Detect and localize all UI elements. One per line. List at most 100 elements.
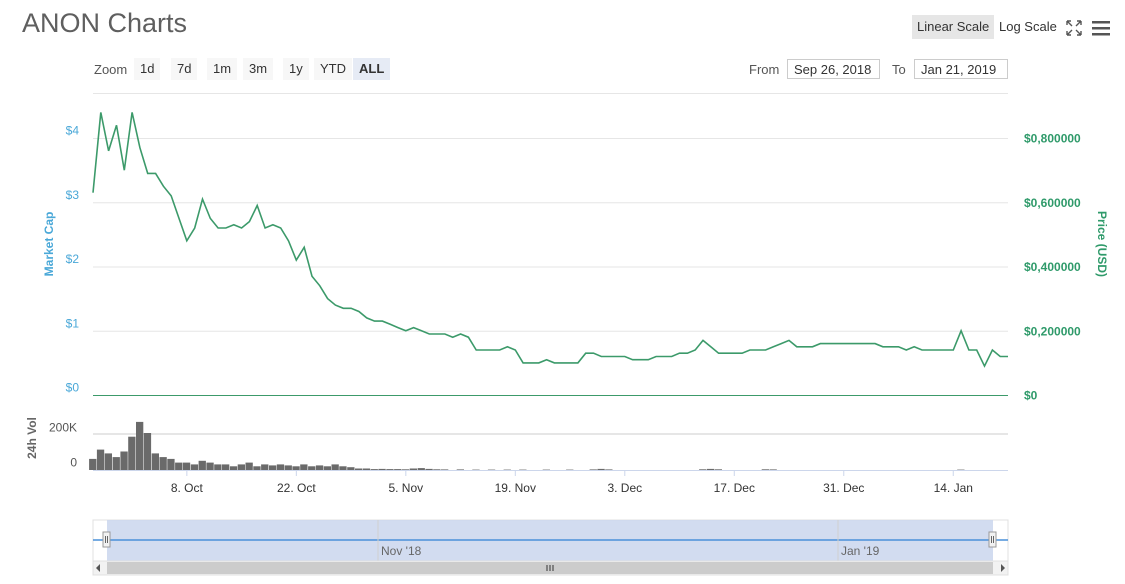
navigator-label-nov: Nov '18 — [381, 544, 422, 558]
volume-bar — [597, 468, 605, 470]
price-tick-label: $0,200000 — [1024, 324, 1081, 338]
zoom-1m-button[interactable]: 1m — [207, 58, 238, 80]
from-date-input[interactable]: Sep 26, 2018 — [787, 59, 880, 79]
volume-bar — [378, 468, 386, 470]
zoom-7d-button[interactable]: 7d — [171, 58, 198, 80]
volume-bar — [362, 468, 371, 470]
volume-bar — [300, 464, 308, 470]
volume-bar — [323, 466, 331, 470]
market-cap-tick-label: $3 — [66, 188, 80, 202]
market-cap-tick-label: $0 — [66, 381, 80, 395]
volume-bar — [237, 464, 245, 470]
x-tick-label: 8. Oct — [171, 481, 204, 495]
volume-bar — [182, 462, 191, 470]
volume-bar — [292, 466, 300, 470]
zoom-label: Zoom — [94, 62, 128, 77]
zoom-ytd-button[interactable]: YTD — [314, 58, 352, 80]
volume-tick-label: 0 — [70, 456, 77, 470]
volume-bar — [112, 457, 120, 470]
navigator-right-handle[interactable] — [988, 531, 997, 548]
scroll-right-icon[interactable] — [1001, 564, 1005, 572]
x-tick-label: 31. Dec — [823, 481, 864, 495]
volume-bar — [120, 451, 128, 470]
volume-bar — [253, 466, 261, 470]
volume-bar — [331, 464, 339, 470]
volume-bar — [128, 436, 136, 470]
volume-bar — [347, 467, 355, 470]
volume-bar — [222, 464, 230, 470]
volume-bar — [284, 465, 292, 470]
market-cap-tick-label: $4 — [66, 124, 80, 138]
volume-bar — [159, 457, 167, 470]
volume-bar — [589, 469, 597, 470]
volume-bar — [425, 468, 433, 470]
volume-bar — [143, 433, 152, 470]
volume-bar — [355, 468, 363, 470]
to-label: To — [892, 62, 906, 77]
volume-bar — [175, 462, 183, 470]
volume-bar — [198, 460, 206, 471]
price-axis-label: Price (USD) — [1095, 211, 1109, 277]
x-tick-label: 3. Dec — [607, 481, 642, 495]
volume-axis: 0 200K — [49, 421, 77, 470]
zoom-1d-button[interactable]: 1d — [134, 58, 161, 80]
volume-bar — [769, 469, 777, 470]
volume-bar — [714, 469, 722, 470]
fullscreen-icon[interactable] — [1066, 20, 1082, 36]
log-scale-button[interactable]: Log Scale — [999, 19, 1057, 34]
market-cap-tick-label: $2 — [66, 252, 80, 266]
volume-bar — [433, 469, 441, 470]
price-tick-label: $0 — [1024, 389, 1038, 403]
volume-bar — [308, 466, 316, 470]
volume-bars — [89, 421, 965, 471]
volume-bar — [370, 469, 378, 470]
to-date-input[interactable]: Jan 21, 2019 — [914, 59, 1008, 79]
zoom-1y-button[interactable]: 1y — [283, 58, 309, 80]
menu-icon[interactable] — [1092, 20, 1110, 36]
volume-bar — [441, 469, 449, 470]
volume-bar — [190, 464, 199, 470]
linear-scale-button[interactable]: Linear Scale — [912, 15, 995, 39]
volume-bar — [269, 465, 277, 470]
volume-bar — [96, 449, 105, 470]
x-tick-label: 17. Dec — [714, 481, 755, 495]
market-cap-axis-label: Market Cap — [42, 212, 56, 277]
grid-lines — [93, 93, 1008, 471]
scroll-left-icon[interactable] — [96, 564, 100, 572]
volume-bar — [605, 469, 613, 470]
volume-bar — [409, 468, 417, 470]
navigator-left-handle[interactable] — [102, 531, 111, 548]
x-tick-label: 5. Nov — [388, 481, 423, 495]
market-cap-tick-label: $1 — [66, 316, 80, 330]
price-tick-label: $0,800000 — [1024, 132, 1081, 146]
volume-bar — [417, 468, 425, 470]
volume-axis-label: 24h Vol — [25, 417, 39, 459]
volume-bar — [276, 464, 285, 470]
volume-bar — [706, 468, 715, 470]
volume-bar — [89, 458, 97, 470]
from-label: From — [749, 62, 780, 77]
x-tick-label: 19. Nov — [495, 481, 536, 495]
volume-bar — [104, 453, 112, 470]
volume-bar — [167, 458, 175, 470]
price-axis: $0 $0,200000 $0,400000 $0,600000 $0,800000 — [1024, 132, 1081, 403]
volume-bar — [261, 464, 269, 470]
volume-bar — [386, 469, 394, 470]
price-tick-label: $0,400000 — [1024, 260, 1081, 274]
zoom-all-button[interactable]: ALL — [353, 58, 391, 80]
x-tick-label: 14. Jan — [934, 481, 973, 495]
navigator-label-jan: Jan '19 — [841, 544, 880, 558]
price-series-line — [92, 112, 1008, 368]
zoom-3m-button[interactable]: 3m — [243, 58, 274, 80]
volume-bar — [245, 462, 253, 470]
volume-bar — [151, 453, 159, 470]
volume-bar — [401, 469, 410, 470]
scrollbar-grip-icon — [546, 565, 554, 571]
volume-bar — [206, 462, 214, 470]
x-tick-label: 22. Oct — [277, 481, 316, 495]
volume-bar — [315, 465, 324, 470]
volume-bar — [136, 421, 144, 470]
volume-bar — [214, 464, 222, 470]
x-axis: 8. Oct 22. Oct 5. Nov 19. Nov 3. Dec 17. Dec 3… — [93, 470, 1008, 495]
